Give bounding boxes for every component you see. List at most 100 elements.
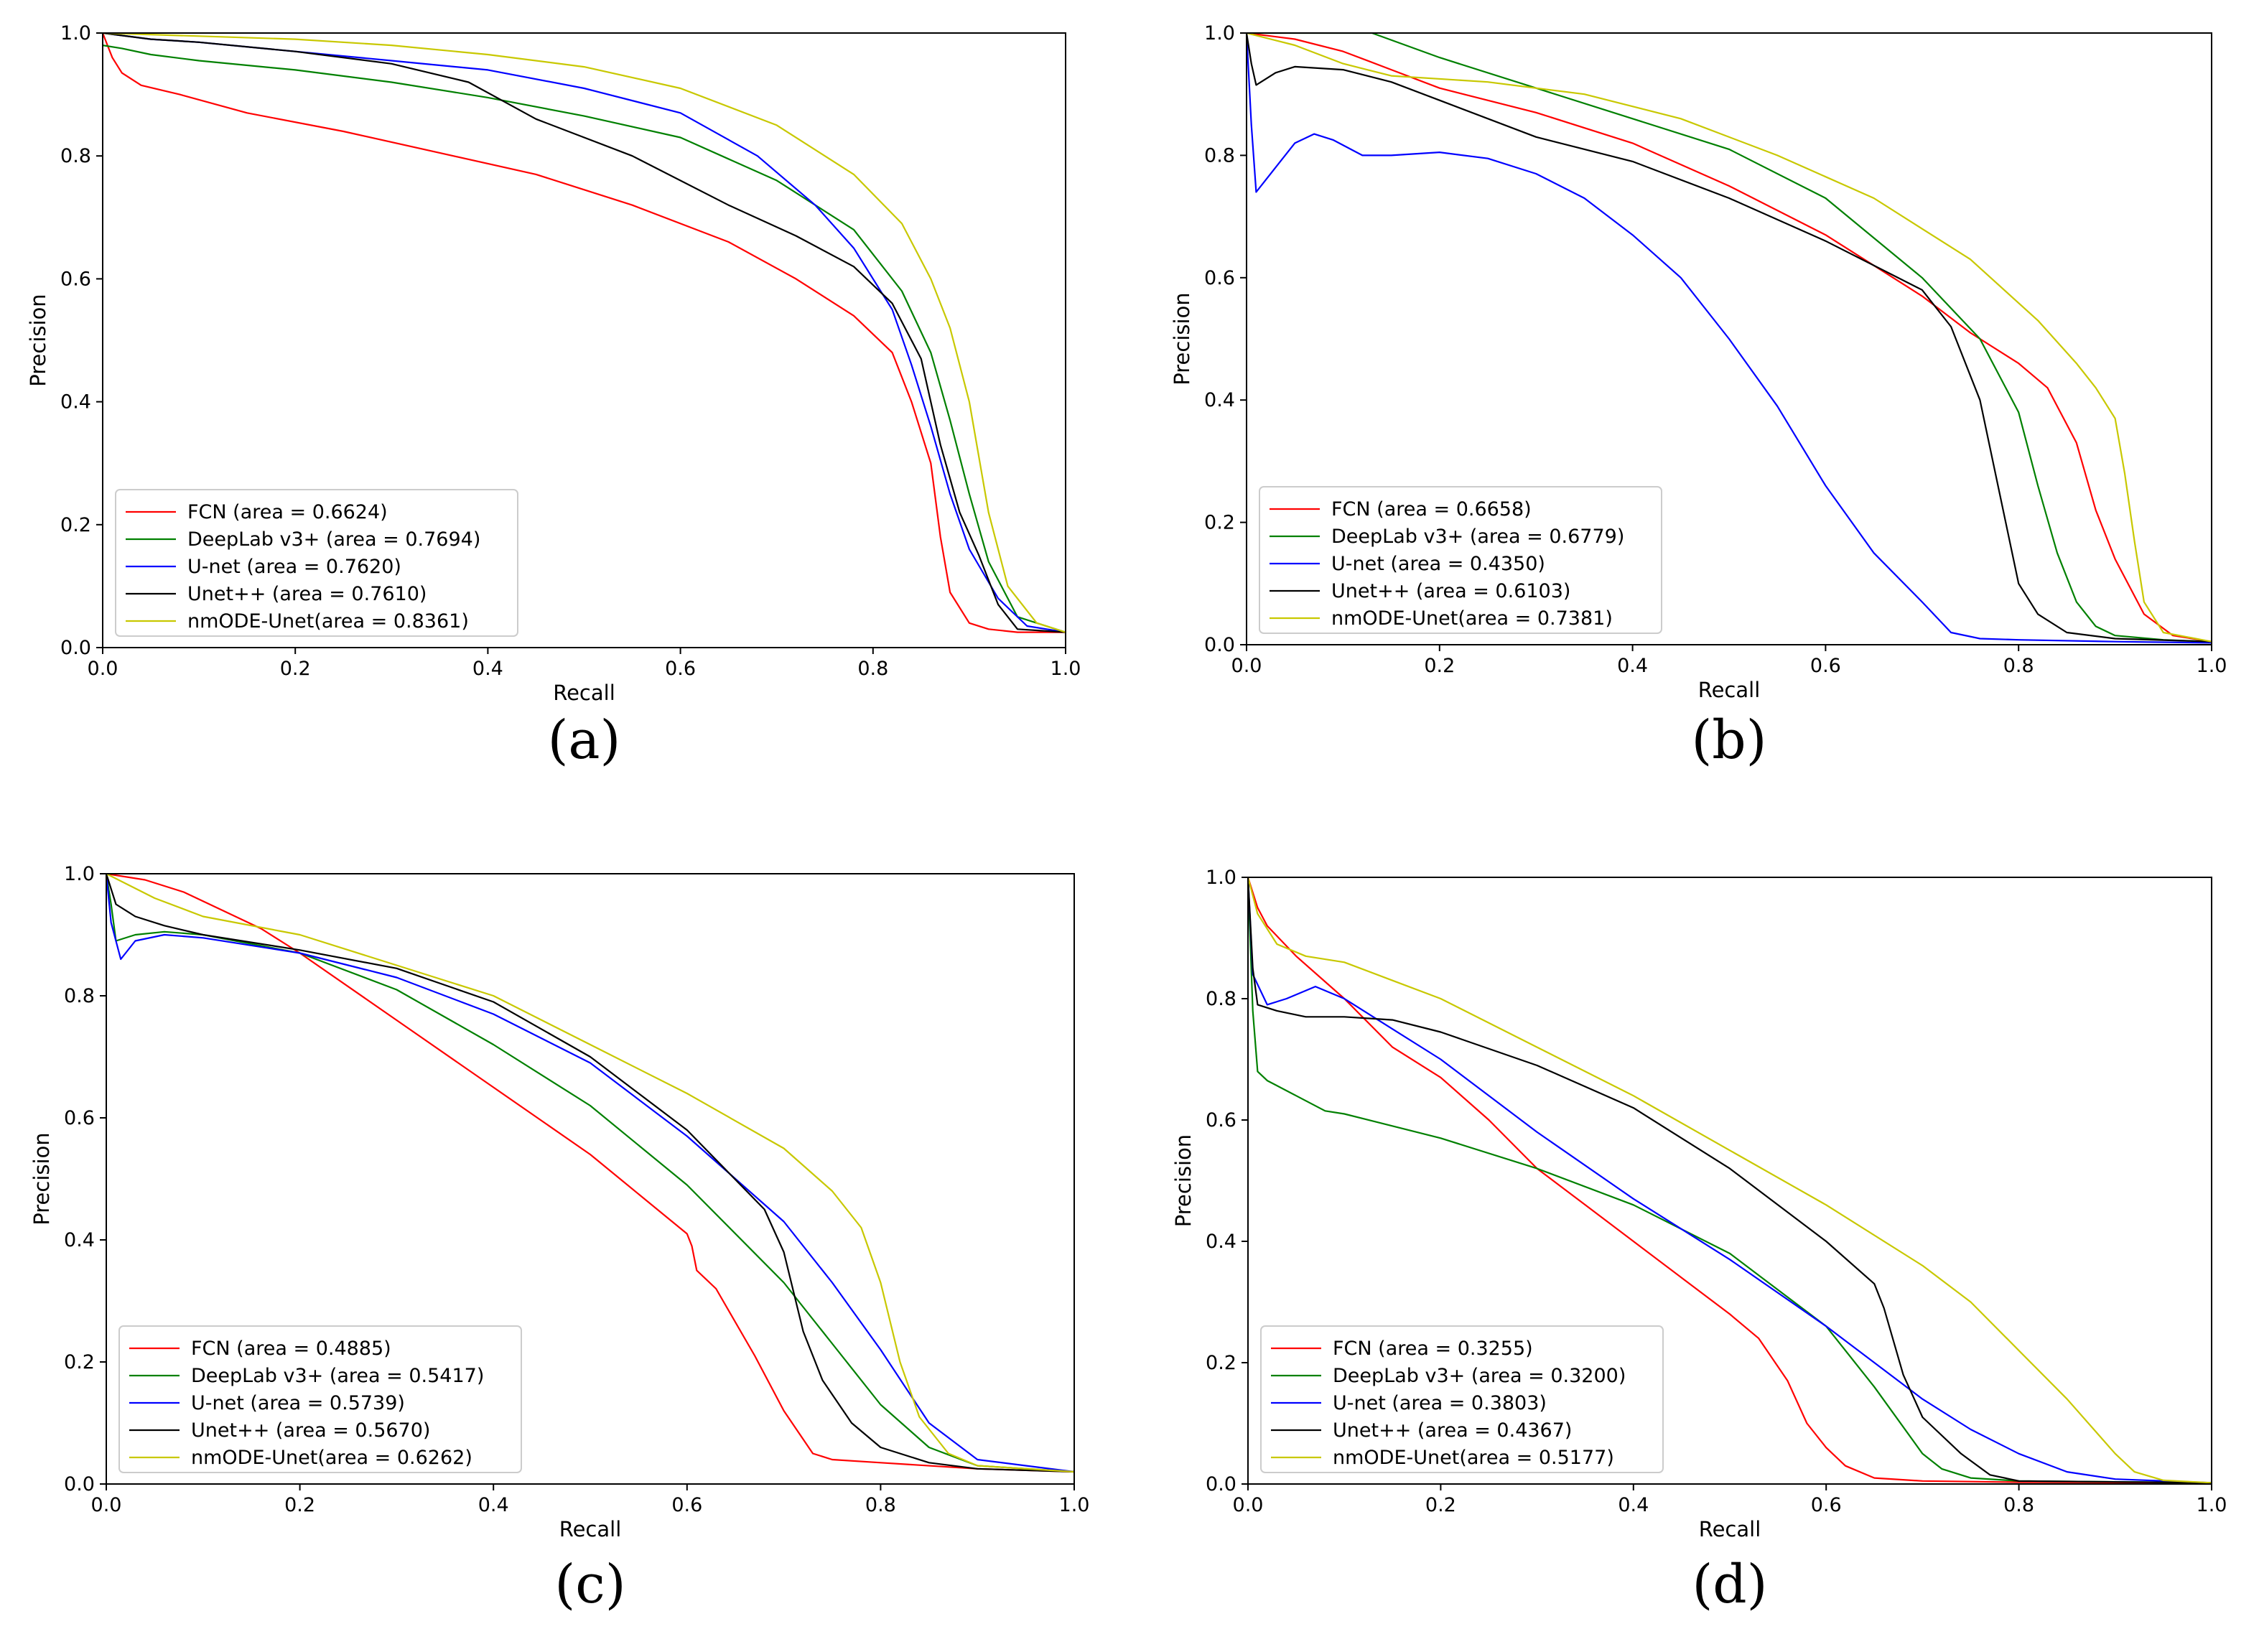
- legend-entry-label: Unet++ (area = 0.4367): [1333, 1419, 1572, 1442]
- legend: FCN (area = 0.3255) DeepLab v3+ (area = 0…: [1260, 1325, 1664, 1473]
- y-tick-label: 0.6: [1206, 1109, 1236, 1131]
- legend-entry-label: U-net (area = 0.3803): [1333, 1392, 1547, 1414]
- series-line: [106, 874, 1074, 1473]
- x-tick-label: 0.0: [91, 1494, 122, 1516]
- legend-box: [115, 489, 518, 637]
- y-tick-label: 0.4: [60, 391, 91, 414]
- y-tick-label: 0.0: [1204, 634, 1235, 656]
- x-tick-label: 0.6: [665, 658, 696, 680]
- plot-frame: [106, 873, 1075, 1485]
- y-tick-label: 0.4: [64, 1229, 95, 1251]
- legend-entry-label: U-net (area = 0.5739): [191, 1392, 405, 1414]
- chart-panel: 0.0 0.2 0.4 0.6 0.8 1.0 0.0 0.2 0.4 0.6 0.8 1.0 Reca…: [1171, 867, 2227, 1615]
- legend-entry-label: DeepLab v3+ (area = 0.5417): [191, 1365, 484, 1387]
- panel-caption: (b): [1691, 709, 1766, 771]
- y-tick-label: 0.4: [1206, 1231, 1236, 1253]
- y-tick-label: 0.2: [64, 1351, 95, 1373]
- y-tick-label: 0.2: [1206, 1352, 1236, 1374]
- y-tick-label: 0.8: [64, 985, 95, 1007]
- series-line: [103, 33, 1066, 633]
- x-tick-label: 0.2: [1425, 1494, 1456, 1516]
- y-tick-label: 0.8: [1206, 988, 1236, 1010]
- series-line: [106, 874, 1074, 1473]
- plot-frame: [1247, 877, 2212, 1485]
- legend-entry-label: nmODE-Unet(area = 0.7381): [1331, 607, 1613, 630]
- legend-entry-label: nmODE-Unet(area = 0.5177): [1333, 1447, 1614, 1469]
- x-tick-label: 0.0: [1231, 655, 1262, 677]
- legend-box: [118, 1325, 522, 1473]
- y-tick-label: 1.0: [64, 863, 95, 885]
- x-tick-label: 0.6: [1810, 655, 1841, 677]
- plot-frame: [102, 32, 1066, 648]
- legend-box: [1260, 1325, 1664, 1473]
- plot-frame: [1246, 32, 2212, 645]
- y-tick-label: 0.2: [1204, 512, 1235, 534]
- series-line: [1247, 33, 2212, 644]
- series-line: [103, 45, 1066, 633]
- series-line: [106, 874, 1074, 1473]
- y-axis-label: Precision: [1170, 292, 1194, 385]
- y-tick-label: 0.2: [60, 514, 91, 536]
- y-tick-label: 1.0: [1204, 22, 1235, 45]
- series-line: [1247, 33, 2212, 643]
- x-tick-label: 0.4: [478, 1494, 509, 1516]
- series-line: [106, 874, 1074, 1473]
- legend: FCN (area = 0.6658) DeepLab v3+ (area = 0…: [1259, 486, 1662, 634]
- x-tick-label: 1.0: [2197, 655, 2227, 677]
- y-tick-label: 0.0: [64, 1473, 95, 1495]
- legend-entry-label: DeepLab v3+ (area = 0.7694): [187, 528, 480, 551]
- series-line: [1248, 877, 2212, 1484]
- legend-entry-label: Unet++ (area = 0.7610): [187, 583, 427, 605]
- legend-entry-label: U-net (area = 0.7620): [187, 556, 401, 578]
- legend-entry-label: nmODE-Unet(area = 0.6262): [191, 1447, 472, 1469]
- legend: FCN (area = 0.6624) DeepLab v3+ (area = 0…: [115, 489, 518, 637]
- x-tick-label: 1.0: [2197, 1494, 2227, 1516]
- series-line: [1247, 33, 2212, 643]
- series-line: [1248, 877, 2212, 1484]
- x-axis-label: Recall: [1698, 678, 1761, 702]
- x-tick-label: 1.0: [1059, 1494, 1090, 1516]
- chart-panel: 0.0 0.2 0.4 0.6 0.8 1.0 0.0 0.2 0.4 0.6 0.8 1.0 Reca…: [29, 863, 1089, 1615]
- x-tick-label: 0.0: [88, 658, 118, 680]
- chart-panel: 0.0 0.2 0.4 0.6 0.8 1.0 0.0 0.2 0.4 0.6 0.8 1.0 Reca…: [26, 22, 1081, 771]
- x-tick-label: 0.8: [865, 1494, 896, 1516]
- y-tick-label: 0.8: [1204, 144, 1235, 167]
- x-tick-label: 0.6: [671, 1494, 702, 1516]
- y-tick-label: 0.0: [1206, 1473, 1236, 1495]
- legend-entry-label: DeepLab v3+ (area = 0.3200): [1333, 1365, 1626, 1387]
- y-tick-label: 0.6: [64, 1107, 95, 1129]
- x-tick-label: 1.0: [1051, 658, 1081, 680]
- series-line: [106, 874, 1074, 1473]
- legend: FCN (area = 0.4885) DeepLab v3+ (area = 0…: [118, 1325, 522, 1473]
- legend-entry-label: DeepLab v3+ (area = 0.6779): [1331, 526, 1624, 548]
- series-line: [103, 33, 1066, 633]
- x-tick-label: 0.8: [857, 658, 888, 680]
- x-axis-label: Recall: [559, 1517, 622, 1541]
- series-line: [1248, 877, 2212, 1484]
- y-tick-label: 0.8: [60, 145, 91, 167]
- y-tick-label: 0.0: [60, 637, 91, 659]
- y-tick-label: 0.6: [1204, 267, 1235, 289]
- legend-entry-label: U-net (area = 0.4350): [1331, 553, 1545, 575]
- series-line: [1247, 33, 2212, 643]
- y-axis-label: Precision: [29, 1132, 54, 1225]
- x-tick-label: 0.4: [1618, 1494, 1649, 1516]
- legend-entry-label: FCN (area = 0.6624): [187, 501, 388, 523]
- x-tick-label: 0.2: [280, 658, 311, 680]
- series-line: [103, 33, 1066, 633]
- legend-entry-label: nmODE-Unet(area = 0.8361): [187, 610, 469, 633]
- x-axis-label: Recall: [1699, 1517, 1761, 1541]
- legend-entry-label: FCN (area = 0.6658): [1331, 498, 1532, 521]
- panel-caption: (d): [1692, 1554, 1767, 1615]
- x-tick-label: 0.8: [2003, 655, 2034, 677]
- chart-panel: 0.0 0.2 0.4 0.6 0.8 1.0 0.0 0.2 0.4 0.6 0.8 1.0 Reca…: [1170, 22, 2227, 771]
- legend-entry-label: FCN (area = 0.3255): [1333, 1338, 1533, 1360]
- x-tick-label: 0.4: [1617, 655, 1648, 677]
- y-tick-label: 1.0: [1206, 867, 1236, 889]
- series-line: [1248, 877, 2212, 1484]
- panel-caption: (c): [554, 1554, 625, 1615]
- series-line: [1247, 33, 2212, 643]
- legend-entry-label: Unet++ (area = 0.5670): [191, 1419, 430, 1442]
- legend-box: [1259, 486, 1662, 634]
